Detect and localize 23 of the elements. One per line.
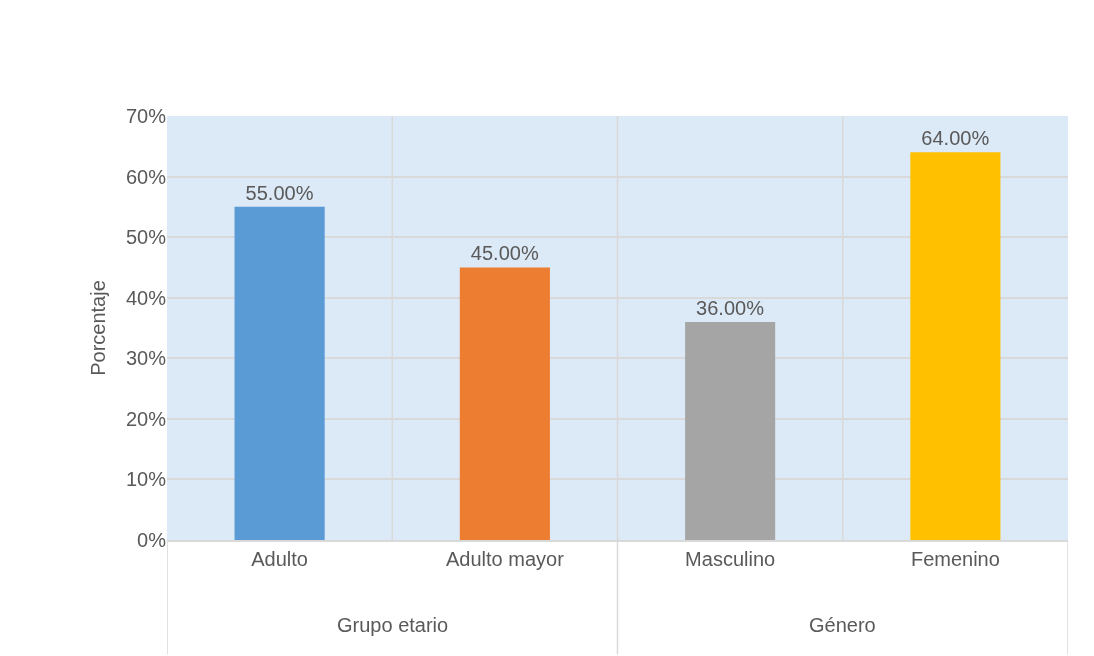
- bar: [685, 321, 776, 540]
- x-tick-label: Masculino: [685, 547, 776, 570]
- y-tick-label: 60%: [125, 165, 167, 188]
- y-tick-label: 40%: [125, 286, 167, 309]
- y-tick-label: 0%: [137, 529, 167, 551]
- y-tick-label: 10%: [125, 468, 167, 491]
- x-tick-label: Adulto: [251, 547, 308, 570]
- bar: [234, 206, 325, 540]
- y-tick-label: 30%: [125, 347, 167, 370]
- data-label: 55.00%: [245, 181, 314, 204]
- text: Grupo etario: [337, 614, 449, 636]
- data-label: 64.00%: [921, 127, 990, 150]
- data-label: 36.00%: [696, 296, 765, 319]
- y-tick-label: 70%: [125, 105, 167, 127]
- bar: [459, 267, 550, 540]
- bar: [910, 152, 1001, 540]
- x-tick-label: Adulto mayor: [445, 547, 565, 570]
- y-tick-label: 50%: [125, 226, 167, 249]
- text: Género: [809, 614, 876, 636]
- data-label: 45.00%: [470, 242, 539, 265]
- x-tick-label: Femenino: [910, 547, 1000, 570]
- y-tick-label: 20%: [125, 407, 167, 430]
- y-axis-title: Porcentaje: [87, 280, 110, 376]
